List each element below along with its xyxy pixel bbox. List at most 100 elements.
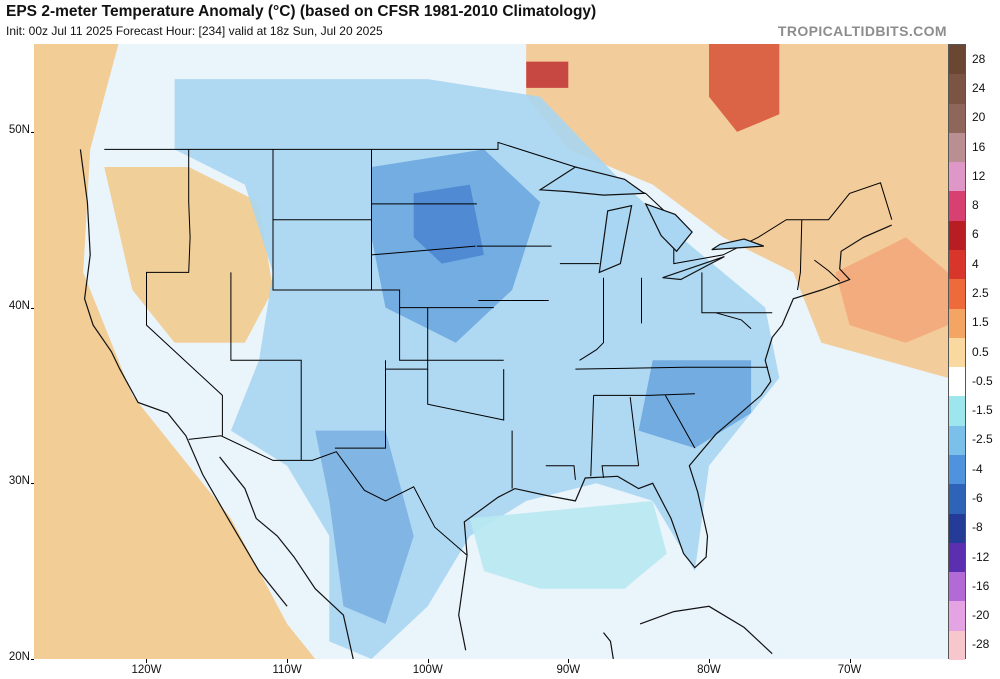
forecast-info: Init: 00z Jul 11 2025 Forecast Hour: [23… bbox=[6, 24, 383, 38]
colorbar-label: -12 bbox=[972, 549, 990, 564]
border-line bbox=[188, 435, 468, 556]
lon-tick bbox=[708, 659, 710, 663]
colorbar-swatch bbox=[949, 367, 965, 397]
colorbar-swatch bbox=[949, 191, 965, 222]
border-line bbox=[814, 259, 841, 282]
colorbar-label: 12 bbox=[972, 168, 986, 183]
lat-tick bbox=[31, 483, 34, 485]
coast-line bbox=[219, 456, 354, 659]
region-gulf-cool bbox=[469, 500, 667, 589]
lon-label: 90W bbox=[556, 664, 581, 676]
great-lake bbox=[644, 202, 693, 253]
region-atlantic-warm bbox=[835, 237, 948, 343]
colorbar-label: -8 bbox=[972, 520, 983, 535]
colorbar-label: -28 bbox=[972, 637, 990, 652]
colorbar-label: 16 bbox=[972, 139, 986, 154]
region-quebec-hot bbox=[709, 44, 780, 132]
region-mexico-plateau-cold bbox=[315, 430, 414, 624]
border-line bbox=[590, 395, 595, 477]
colorbar-swatch bbox=[949, 572, 965, 602]
coastline bbox=[79, 149, 893, 659]
map-canvas bbox=[34, 44, 948, 659]
lon-tick bbox=[287, 659, 289, 663]
colorbar-label: 28 bbox=[972, 51, 986, 66]
border-line bbox=[146, 149, 223, 436]
colorbar-label: -1.5 bbox=[972, 403, 993, 418]
lat-tick bbox=[31, 307, 34, 309]
colorbar-label: 4 bbox=[972, 256, 979, 271]
border-line bbox=[230, 272, 302, 461]
colorbar-swatch bbox=[949, 103, 965, 134]
great-lake bbox=[598, 204, 633, 274]
colorbar-label: -6 bbox=[972, 490, 983, 505]
colorbar-swatch bbox=[949, 425, 965, 456]
region-pacific-coast-warm bbox=[34, 44, 316, 659]
lon-tick bbox=[427, 659, 429, 663]
lat-label: 40N bbox=[8, 299, 30, 312]
colorbar-label: 20 bbox=[972, 110, 986, 125]
colorbar-swatch bbox=[949, 601, 965, 632]
colorbar-label: 2.5 bbox=[972, 285, 989, 300]
colorbar-label: 24 bbox=[972, 80, 986, 95]
colorbar-label: 0.5 bbox=[972, 344, 989, 359]
border-line bbox=[593, 393, 695, 396]
lat-tick bbox=[31, 659, 34, 660]
state-borders bbox=[104, 141, 893, 556]
colorbar-swatch bbox=[949, 396, 965, 427]
colorbar-swatch bbox=[949, 484, 965, 515]
colorbar-swatch bbox=[949, 513, 965, 544]
lon-label: 120W bbox=[131, 664, 162, 676]
colorbar-swatch bbox=[949, 308, 965, 339]
border-line bbox=[334, 360, 386, 449]
great-lake bbox=[538, 166, 647, 196]
colorbar-swatch bbox=[949, 250, 965, 280]
lat-label: 20N bbox=[8, 651, 30, 663]
border-line bbox=[104, 141, 893, 265]
lon-label: 70W bbox=[837, 664, 862, 676]
region-carolinas-cold bbox=[638, 360, 752, 449]
colorbar-swatch bbox=[949, 455, 965, 485]
coast-line bbox=[458, 555, 468, 651]
coast-line bbox=[463, 224, 893, 569]
border-line bbox=[629, 397, 640, 466]
colorbar bbox=[948, 44, 966, 661]
great-lake bbox=[711, 238, 765, 251]
colorbar-swatch bbox=[949, 45, 965, 75]
lon-tick bbox=[849, 659, 851, 663]
lon-tick bbox=[568, 659, 570, 663]
anomaly-map bbox=[34, 44, 948, 659]
colorbar-label: -0.5 bbox=[972, 373, 993, 388]
colorbar-swatch bbox=[949, 630, 965, 661]
region-hudson-hot bbox=[526, 61, 569, 88]
border-line bbox=[701, 272, 773, 314]
border-line bbox=[664, 395, 696, 449]
source-brand: TROPICALTIDBITS.COM bbox=[777, 23, 947, 39]
map-title: EPS 2-meter Temperature Anomaly (°C) (ba… bbox=[6, 3, 597, 20]
colorbar-label: -16 bbox=[972, 578, 990, 593]
colorbar-swatch bbox=[949, 279, 965, 310]
colorbar-label: 8 bbox=[972, 198, 979, 213]
colorbar-swatch bbox=[949, 162, 965, 192]
colorbar-label: -2.5 bbox=[972, 432, 993, 447]
lon-label: 110W bbox=[272, 664, 302, 676]
coast-line bbox=[79, 149, 288, 607]
coast-line bbox=[639, 605, 773, 655]
colorbar-label: -20 bbox=[972, 608, 990, 623]
colorbar-label: 1.5 bbox=[972, 315, 989, 330]
border-line bbox=[575, 366, 768, 370]
border-line bbox=[371, 245, 476, 256]
border-line bbox=[427, 369, 505, 421]
colorbar-label: 6 bbox=[972, 227, 979, 242]
colorbar-swatch bbox=[949, 542, 965, 573]
lon-label: 80W bbox=[697, 664, 721, 676]
border-line bbox=[601, 465, 639, 479]
border-line bbox=[579, 277, 604, 361]
border-line bbox=[797, 219, 803, 291]
colorbar-swatch bbox=[949, 220, 965, 251]
border-line bbox=[715, 312, 752, 330]
colorbar-swatch bbox=[949, 337, 965, 368]
colorbar-label: -4 bbox=[972, 461, 983, 476]
great-lake bbox=[662, 256, 725, 281]
border-line bbox=[545, 465, 576, 480]
lon-tick bbox=[146, 659, 148, 663]
